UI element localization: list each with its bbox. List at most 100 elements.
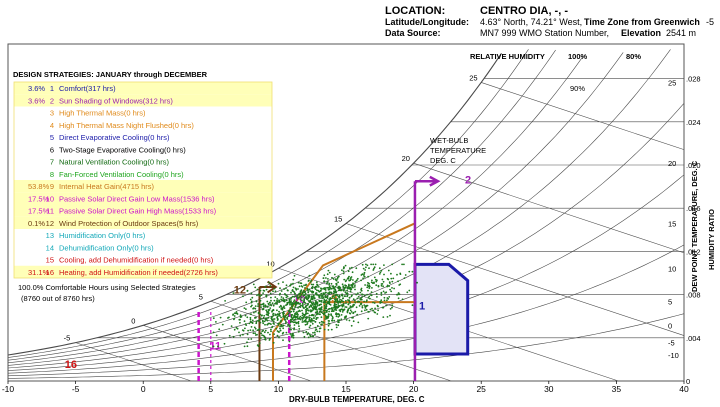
data-point (272, 309, 275, 312)
data-point (356, 297, 359, 300)
data-point (386, 284, 389, 287)
data-point (327, 313, 330, 316)
data-point (264, 319, 267, 321)
data-point (397, 280, 399, 283)
data-point (301, 321, 304, 323)
data-point (338, 289, 340, 292)
data-point (298, 328, 301, 330)
data-point (302, 301, 305, 303)
data-point (320, 316, 323, 319)
data-point (265, 288, 268, 291)
data-point (384, 292, 386, 294)
data-point (270, 323, 272, 325)
data-point (221, 323, 224, 326)
data-point (311, 304, 313, 306)
data-point (269, 292, 272, 295)
data-point (295, 316, 297, 319)
data-point (289, 307, 292, 309)
data-point (275, 302, 278, 305)
data-point (263, 331, 266, 334)
design-strategies-legend: DESIGN STRATEGIES: JANUARY through DECEM… (13, 70, 273, 303)
data-point (354, 310, 357, 313)
data-point (296, 315, 299, 317)
data-point (349, 279, 352, 282)
data-point (238, 331, 240, 334)
data-point (235, 312, 237, 315)
data-point (236, 313, 239, 315)
dewpoint-tick: 0 (668, 321, 672, 330)
data-point (305, 295, 307, 298)
data-point (383, 273, 385, 276)
data-point (262, 289, 265, 292)
data-point (380, 269, 383, 272)
legend-pct: 31.1% (28, 268, 50, 277)
data-point (283, 300, 286, 302)
data-point (408, 289, 411, 292)
data-point (332, 287, 334, 290)
x-tick-label: 5 (208, 384, 213, 394)
data-point (302, 306, 305, 309)
data-point (282, 331, 285, 334)
data-point (307, 332, 310, 334)
data-point (309, 324, 312, 327)
dewpoint-tick: 10 (668, 264, 676, 273)
data-point (274, 302, 276, 305)
data-point (362, 277, 364, 280)
data-point (325, 305, 328, 307)
x-axis-label: DRY-BULB TEMPERATURE, DEG. C (289, 395, 425, 404)
data-point (290, 334, 293, 336)
data-point (294, 304, 297, 307)
data-point (381, 306, 384, 309)
data-point (333, 273, 336, 276)
data-point (285, 296, 288, 299)
data-point (348, 300, 351, 303)
data-point (380, 292, 383, 294)
data-point (256, 288, 259, 291)
data-point (355, 293, 358, 296)
wetbulb-tick-label: 5 (199, 292, 203, 301)
data-point (264, 305, 267, 308)
data-point (249, 298, 252, 301)
data-point (391, 280, 394, 283)
data-point (360, 288, 362, 291)
data-point (403, 277, 406, 279)
data-point (383, 296, 386, 299)
data-point (357, 321, 360, 324)
data-point (270, 299, 272, 302)
data-point (374, 307, 376, 310)
wetbulb-tick-label: 10 (266, 259, 274, 268)
data-point (254, 327, 257, 330)
data-point (272, 322, 275, 325)
humidity-ratio-tick: .016 (686, 204, 701, 213)
data-point (376, 313, 379, 315)
data-point (368, 295, 371, 298)
wetbulb-tick-label: 0 (131, 316, 135, 325)
data-point (338, 321, 340, 324)
data-point (322, 309, 325, 312)
wetbulb-line (143, 325, 312, 382)
wetbulb-title-3: DEG. C (430, 156, 456, 165)
data-point (259, 289, 262, 292)
data-point (363, 300, 365, 303)
data-point (278, 313, 281, 316)
rh-curve (7, 103, 685, 371)
data-point (332, 310, 334, 313)
data-point (272, 320, 275, 323)
data-point (337, 324, 340, 327)
data-point (281, 299, 283, 302)
data-point (391, 304, 394, 307)
data-point (315, 300, 317, 303)
data-point (243, 320, 246, 323)
data-point (311, 322, 314, 325)
wetbulb-line (481, 82, 685, 150)
data-point (350, 311, 353, 313)
data-point (334, 278, 337, 281)
wetbulb-title-2: TEMPERATURE (430, 146, 486, 155)
legend-row-highlight (14, 192, 272, 205)
data-point (314, 304, 317, 306)
data-point (315, 293, 318, 296)
legend-num: 14 (46, 243, 54, 252)
sun-shading-arrow (414, 175, 441, 187)
data-point (367, 285, 370, 288)
x-tick-label: 10 (274, 384, 284, 394)
